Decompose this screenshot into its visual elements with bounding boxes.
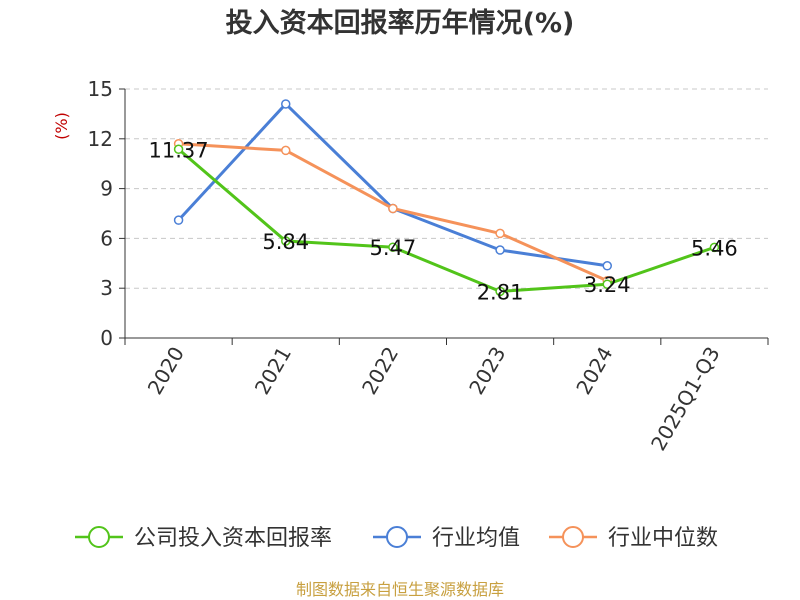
y-tick-label: 9 [100,177,113,201]
legend: 公司投入资本回报率 行业均值 行业中位数 [75,526,718,551]
data-point [602,279,612,289]
data-labels: 11.37 5.84 5.47 2.81 3.24 5.46 [149,138,738,304]
data-point [281,99,291,109]
x-tick-label: 2023 [464,343,510,399]
data-label: 2.81 [477,280,524,304]
data-point [709,242,720,253]
y-tick-labels: 0 3 6 9 12 15 [88,77,113,350]
legend-marker [386,526,408,548]
data-label: 11.37 [149,138,209,162]
legend-label: 行业均值 [432,526,520,551]
data-point [388,242,398,252]
data-point [495,245,505,255]
data-point [173,215,184,225]
series-lines [173,99,720,297]
x-tick-label: 2025Q1-Q3 [646,343,725,455]
series-line-0 [177,148,715,293]
data-point [602,261,612,271]
chart-title: 投入资本回报率历年情况(%) [226,7,575,39]
y-tick-label: 15 [88,77,113,101]
legend-label: 行业中位数 [608,526,718,551]
x-tick-label: 2024 [571,343,617,399]
data-point [281,236,291,246]
data-point [495,228,505,239]
y-tick-label: 12 [88,127,113,151]
x-tick-labels: 2020 2021 2022 2023 2024 2025Q1-Q3 [143,343,725,455]
gridlines [125,88,768,289]
x-tick-label: 2022 [357,343,403,399]
data-point [495,286,505,297]
data-point [281,145,291,156]
axes [119,88,769,345]
legend-marker [88,526,110,548]
data-label: 5.47 [370,236,417,260]
legend-label: 公司投入资本回报率 [134,526,332,551]
source-note: 制图数据来自恒生聚源数据库 [296,580,504,599]
data-label: 5.84 [262,230,309,254]
y-axis-label: (%) [52,112,71,140]
y-tick-label: 0 [100,326,113,350]
data-point [388,203,398,214]
y-tick-label: 3 [100,276,113,300]
x-tick-label: 2021 [250,343,296,399]
x-tick-label: 2020 [143,343,189,399]
data-label: 5.46 [691,236,738,260]
data-label: 3.24 [584,273,631,297]
data-point [173,144,184,155]
y-tick-label: 6 [100,226,113,250]
legend-marker [562,526,584,548]
